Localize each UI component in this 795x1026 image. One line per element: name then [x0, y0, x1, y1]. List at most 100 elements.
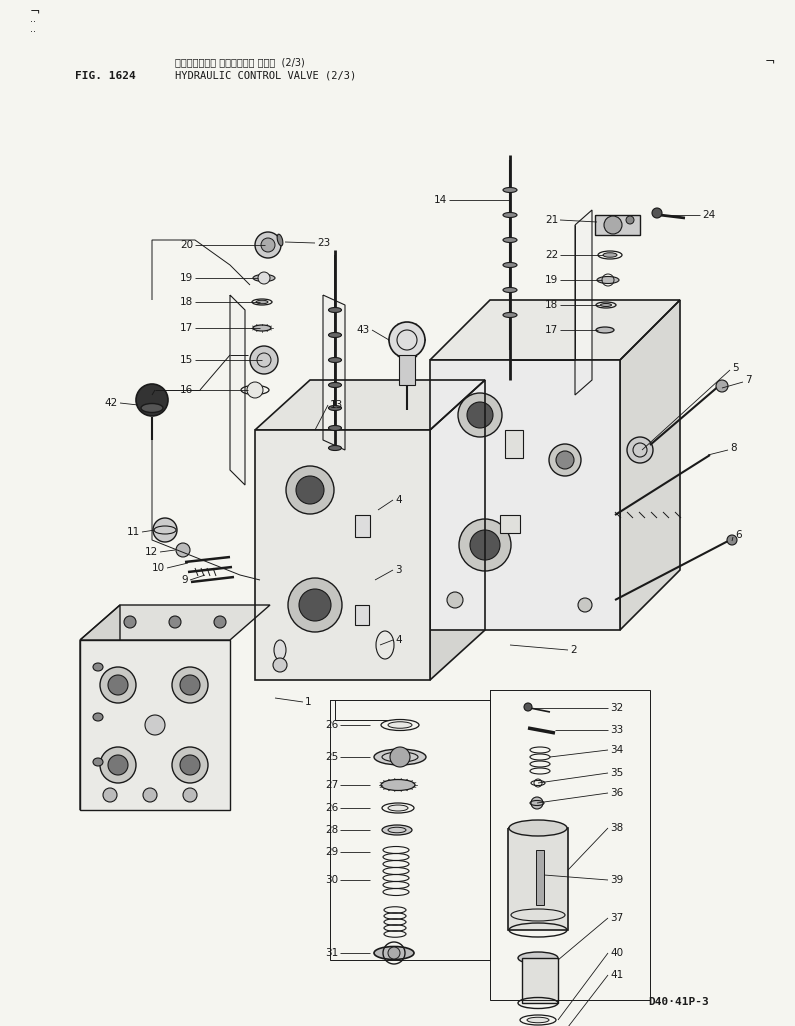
- Text: 19: 19: [545, 275, 558, 285]
- Circle shape: [549, 444, 581, 476]
- Circle shape: [288, 578, 342, 632]
- Ellipse shape: [518, 952, 558, 964]
- Ellipse shape: [503, 313, 517, 317]
- Circle shape: [627, 437, 653, 463]
- Circle shape: [145, 715, 165, 735]
- Circle shape: [103, 788, 117, 802]
- Ellipse shape: [381, 780, 415, 790]
- Ellipse shape: [256, 301, 268, 304]
- Ellipse shape: [328, 426, 342, 431]
- Ellipse shape: [253, 325, 271, 331]
- Ellipse shape: [328, 357, 342, 362]
- Text: 36: 36: [610, 788, 623, 798]
- Text: 1: 1: [305, 697, 312, 707]
- Ellipse shape: [388, 721, 412, 728]
- Ellipse shape: [277, 234, 283, 246]
- Circle shape: [459, 519, 511, 571]
- Circle shape: [169, 616, 181, 628]
- Circle shape: [261, 238, 275, 252]
- Ellipse shape: [93, 713, 103, 721]
- Text: 12: 12: [145, 547, 158, 557]
- Circle shape: [389, 322, 425, 358]
- Circle shape: [458, 393, 502, 437]
- Circle shape: [531, 797, 543, 808]
- Circle shape: [247, 382, 263, 398]
- Ellipse shape: [509, 820, 567, 836]
- Text: 11: 11: [126, 527, 140, 537]
- Text: 43: 43: [357, 325, 370, 336]
- Text: 16: 16: [180, 385, 193, 395]
- Text: 37: 37: [610, 913, 623, 923]
- Ellipse shape: [382, 825, 412, 835]
- Text: 17: 17: [180, 323, 193, 333]
- Text: 19: 19: [180, 273, 193, 283]
- Text: 35: 35: [610, 768, 623, 778]
- Text: 41: 41: [610, 970, 623, 980]
- Text: 7: 7: [745, 374, 751, 385]
- Circle shape: [136, 384, 168, 416]
- Text: 6: 6: [735, 530, 742, 540]
- Text: 4: 4: [395, 495, 401, 505]
- Bar: [536, 850, 544, 905]
- Text: HYDRAULIC CONTROL VALVE (2/3): HYDRAULIC CONTROL VALVE (2/3): [175, 71, 356, 81]
- Ellipse shape: [388, 805, 408, 811]
- Bar: [500, 515, 520, 532]
- Text: 29: 29: [324, 847, 338, 857]
- Polygon shape: [80, 605, 120, 810]
- Circle shape: [470, 530, 500, 560]
- Ellipse shape: [253, 275, 275, 281]
- Polygon shape: [80, 605, 270, 640]
- Circle shape: [180, 675, 200, 695]
- Circle shape: [556, 451, 574, 469]
- Text: ¬: ¬: [765, 55, 775, 69]
- Circle shape: [176, 543, 190, 557]
- Circle shape: [626, 216, 634, 224]
- Text: 30: 30: [325, 875, 338, 885]
- Ellipse shape: [503, 188, 517, 193]
- Ellipse shape: [274, 640, 286, 660]
- Circle shape: [388, 947, 400, 959]
- Bar: [399, 355, 415, 385]
- Bar: [80, 640, 230, 810]
- Text: 17: 17: [545, 325, 558, 336]
- Ellipse shape: [596, 327, 614, 333]
- Circle shape: [296, 476, 324, 504]
- Ellipse shape: [328, 383, 342, 388]
- Ellipse shape: [527, 1017, 549, 1023]
- Circle shape: [716, 380, 728, 392]
- Ellipse shape: [374, 947, 414, 959]
- Circle shape: [286, 466, 334, 514]
- Text: 5: 5: [732, 363, 739, 373]
- Polygon shape: [230, 295, 245, 485]
- Polygon shape: [508, 828, 568, 930]
- Polygon shape: [255, 380, 485, 430]
- Circle shape: [604, 216, 622, 234]
- Circle shape: [467, 402, 493, 428]
- Ellipse shape: [503, 287, 517, 292]
- Circle shape: [100, 667, 136, 703]
- Ellipse shape: [600, 304, 611, 307]
- Text: 39: 39: [610, 875, 623, 885]
- Text: 23: 23: [317, 238, 330, 248]
- Text: 10: 10: [152, 563, 165, 573]
- Text: ··: ··: [30, 17, 36, 27]
- Ellipse shape: [603, 252, 617, 258]
- Bar: [505, 430, 523, 458]
- Circle shape: [524, 703, 532, 711]
- Text: 15: 15: [180, 355, 193, 365]
- Text: 20: 20: [180, 240, 193, 250]
- Text: FIG. 1624: FIG. 1624: [75, 71, 136, 81]
- Ellipse shape: [503, 237, 517, 242]
- Text: 34: 34: [610, 745, 623, 755]
- Ellipse shape: [328, 405, 342, 410]
- Ellipse shape: [597, 276, 619, 283]
- Circle shape: [727, 535, 737, 545]
- Polygon shape: [575, 210, 592, 395]
- Text: ··: ··: [30, 27, 36, 37]
- Bar: [355, 515, 370, 537]
- Circle shape: [180, 755, 200, 775]
- Bar: [522, 958, 558, 1003]
- Circle shape: [183, 788, 197, 802]
- Bar: [255, 430, 430, 680]
- Ellipse shape: [328, 308, 342, 313]
